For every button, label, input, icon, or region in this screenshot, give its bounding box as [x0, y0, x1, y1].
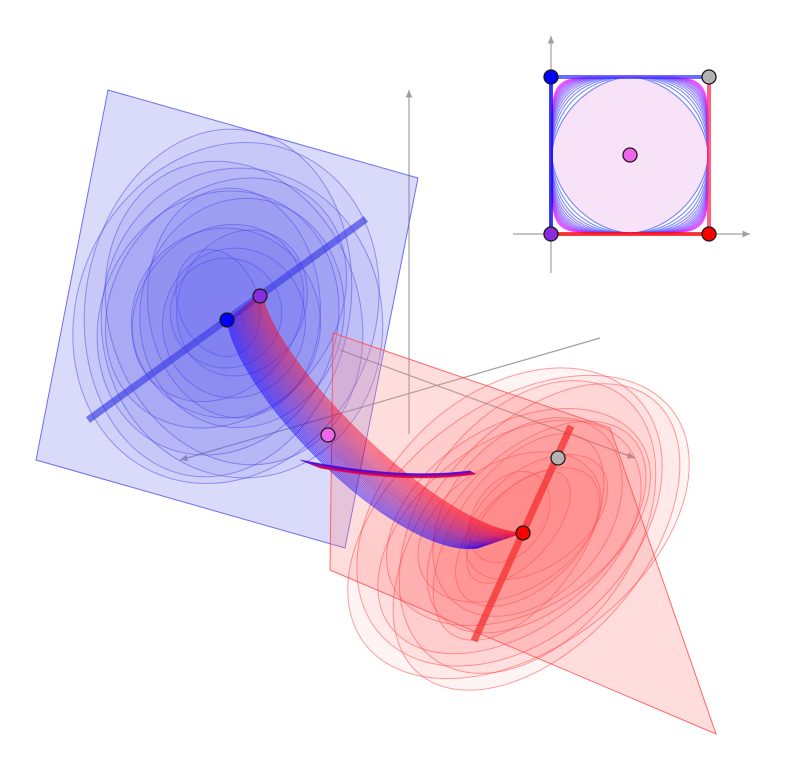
inset-point-top-right[interactable] — [701, 69, 717, 85]
sheet-flap — [319, 467, 477, 479]
sheet-ruling — [258, 294, 520, 535]
sheet-ruling — [252, 298, 512, 538]
purple-point[interactable] — [252, 288, 268, 304]
sheet-ruling — [248, 302, 507, 539]
sheet-ruling — [259, 293, 521, 535]
sheet-ruling — [254, 297, 515, 537]
sheet-ruling — [243, 305, 501, 542]
sheet-ruling — [247, 302, 506, 540]
sheet-ruling — [239, 309, 495, 544]
inset-point-bottom-right[interactable] — [701, 226, 717, 242]
pink-point[interactable] — [320, 427, 336, 443]
sheet-ruling — [245, 304, 504, 541]
sheet-ruling — [233, 314, 487, 546]
sheet-ruling — [235, 312, 490, 545]
red-ellipse-family — [347, 367, 690, 691]
inset-point-center[interactable] — [622, 147, 638, 163]
inset-point-bottom-left[interactable] — [543, 226, 559, 242]
inset-graph — [513, 36, 750, 273]
sheet-ruling — [250, 300, 510, 539]
inset-point-top-left[interactable] — [543, 69, 559, 85]
sheet-ruling — [240, 309, 496, 543]
gray-point[interactable] — [550, 450, 566, 466]
ruled-surface — [226, 291, 524, 550]
sheet-ruling — [256, 295, 517, 536]
sheet-ruling — [237, 311, 492, 544]
red-ellipse — [392, 383, 681, 691]
red-ellipse — [464, 453, 609, 581]
sheet-ruling — [236, 312, 491, 545]
sheet-ruling — [257, 295, 519, 536]
sheet-ruling — [230, 316, 484, 548]
x-axis — [179, 337, 601, 462]
sheet-ruling — [251, 299, 511, 538]
sheet-ruling — [244, 305, 502, 541]
sheet-ruling — [232, 315, 486, 547]
sheet-ruling — [255, 296, 516, 537]
sheet-ruling — [246, 303, 505, 540]
red-ellipse — [386, 407, 651, 627]
red-ellipse — [417, 451, 602, 603]
points-3d — [219, 288, 566, 541]
sheet-ruling — [260, 292, 522, 534]
blue-point[interactable] — [219, 312, 235, 328]
blue-ellipse — [83, 128, 353, 478]
sheet-ruling — [249, 301, 509, 539]
sheet-ruling — [231, 316, 485, 547]
sheet-ruling — [261, 291, 524, 534]
sheet-ruling — [241, 308, 497, 543]
red-ellipse — [356, 367, 663, 667]
sheet-ruling — [253, 298, 514, 537]
sheet-ruling — [238, 310, 494, 544]
sheet-ruling — [242, 306, 500, 542]
sheet-ruling — [242, 307, 499, 542]
red-point[interactable] — [515, 525, 531, 541]
red-ellipse — [426, 420, 647, 634]
sheet-ruling — [234, 313, 489, 546]
